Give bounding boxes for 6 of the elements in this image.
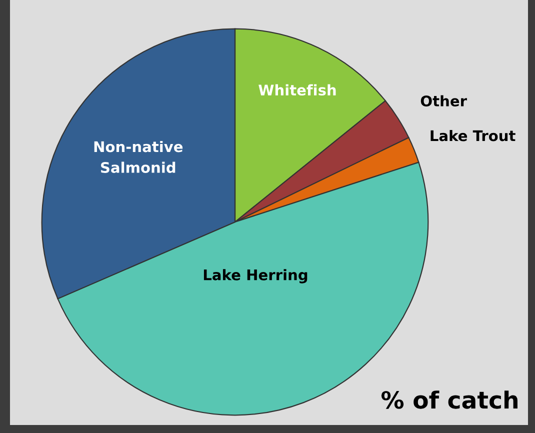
slice-label: Lake Herring xyxy=(204,269,308,284)
slice-label: Non-native Salmonid xyxy=(94,140,183,173)
text: % of catch xyxy=(381,390,518,409)
slice-label: Whitefish xyxy=(258,84,336,96)
slice-label: Other xyxy=(420,95,467,106)
slice-label: Lake Trout xyxy=(430,130,516,142)
